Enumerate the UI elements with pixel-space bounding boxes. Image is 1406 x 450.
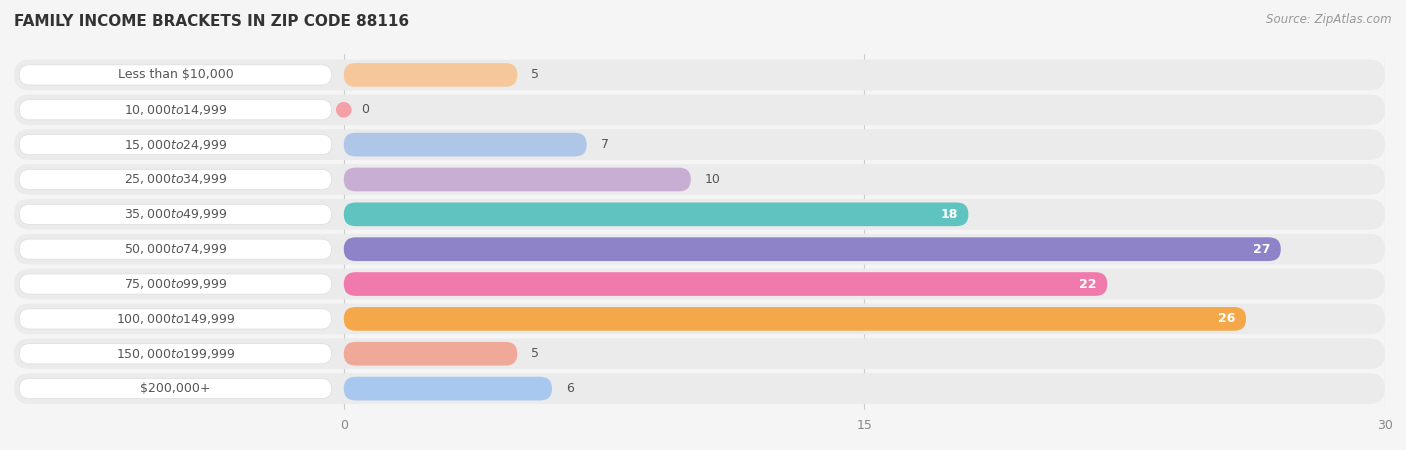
FancyBboxPatch shape <box>343 167 690 191</box>
FancyBboxPatch shape <box>14 59 1385 90</box>
Text: $50,000 to $74,999: $50,000 to $74,999 <box>124 242 228 256</box>
FancyBboxPatch shape <box>20 378 332 399</box>
FancyBboxPatch shape <box>14 304 1385 334</box>
Text: $150,000 to $199,999: $150,000 to $199,999 <box>115 347 235 361</box>
Text: 5: 5 <box>531 68 538 81</box>
FancyBboxPatch shape <box>20 274 332 294</box>
Text: $100,000 to $149,999: $100,000 to $149,999 <box>115 312 235 326</box>
FancyBboxPatch shape <box>20 309 332 329</box>
Text: 27: 27 <box>1253 243 1271 256</box>
Text: $200,000+: $200,000+ <box>141 382 211 395</box>
Circle shape <box>336 103 352 117</box>
FancyBboxPatch shape <box>14 199 1385 230</box>
FancyBboxPatch shape <box>20 169 332 189</box>
Text: 10: 10 <box>704 173 720 186</box>
FancyBboxPatch shape <box>14 234 1385 265</box>
FancyBboxPatch shape <box>343 237 1281 261</box>
FancyBboxPatch shape <box>14 373 1385 404</box>
FancyBboxPatch shape <box>343 272 1108 296</box>
FancyBboxPatch shape <box>343 202 969 226</box>
Text: 26: 26 <box>1219 312 1236 325</box>
FancyBboxPatch shape <box>20 100 332 120</box>
FancyBboxPatch shape <box>20 239 332 259</box>
Text: 5: 5 <box>531 347 538 360</box>
FancyBboxPatch shape <box>20 344 332 364</box>
FancyBboxPatch shape <box>343 307 1246 331</box>
FancyBboxPatch shape <box>14 164 1385 195</box>
Text: $10,000 to $14,999: $10,000 to $14,999 <box>124 103 228 117</box>
FancyBboxPatch shape <box>343 377 553 400</box>
Text: Source: ZipAtlas.com: Source: ZipAtlas.com <box>1267 14 1392 27</box>
Text: 6: 6 <box>565 382 574 395</box>
FancyBboxPatch shape <box>14 269 1385 299</box>
FancyBboxPatch shape <box>14 129 1385 160</box>
Text: $15,000 to $24,999: $15,000 to $24,999 <box>124 138 228 152</box>
Text: 22: 22 <box>1080 278 1097 291</box>
FancyBboxPatch shape <box>20 65 332 85</box>
Text: FAMILY INCOME BRACKETS IN ZIP CODE 88116: FAMILY INCOME BRACKETS IN ZIP CODE 88116 <box>14 14 409 28</box>
Text: 18: 18 <box>941 208 957 221</box>
Text: 7: 7 <box>600 138 609 151</box>
Text: 0: 0 <box>361 103 370 116</box>
FancyBboxPatch shape <box>20 204 332 225</box>
FancyBboxPatch shape <box>343 342 517 365</box>
FancyBboxPatch shape <box>20 135 332 155</box>
Text: $35,000 to $49,999: $35,000 to $49,999 <box>124 207 228 221</box>
FancyBboxPatch shape <box>343 63 517 87</box>
Text: $25,000 to $34,999: $25,000 to $34,999 <box>124 172 228 186</box>
Text: $75,000 to $99,999: $75,000 to $99,999 <box>124 277 228 291</box>
FancyBboxPatch shape <box>343 133 586 157</box>
Text: Less than $10,000: Less than $10,000 <box>118 68 233 81</box>
FancyBboxPatch shape <box>14 94 1385 125</box>
FancyBboxPatch shape <box>14 338 1385 369</box>
